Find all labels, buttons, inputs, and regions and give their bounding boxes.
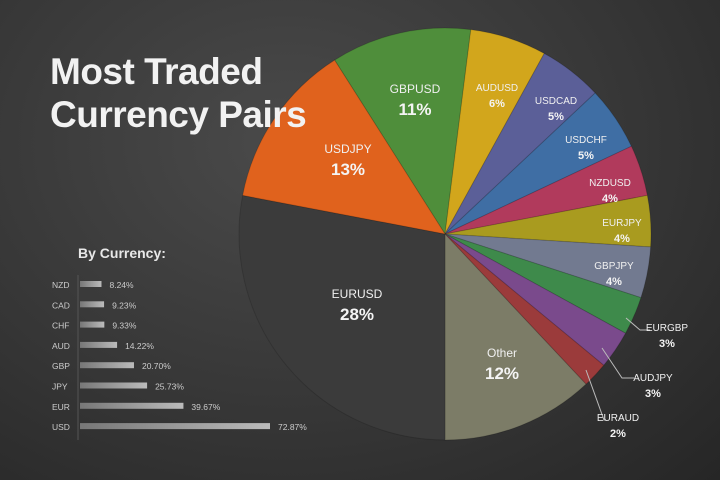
- slice-value: 13%: [331, 160, 365, 179]
- bar-value-label: 25.73%: [155, 382, 184, 392]
- bar-category-label: GBP: [52, 361, 70, 371]
- slice-label: Other: [487, 346, 517, 360]
- bar-category-label: CHF: [52, 321, 69, 331]
- leader-line: [625, 317, 650, 331]
- slice-label: EURGBP: [646, 323, 689, 334]
- bar-chf: [80, 321, 105, 328]
- pie-slice-usdchf: [444, 92, 633, 235]
- bar-value-label: 9.33%: [112, 321, 137, 331]
- slice-label: AUDJPY: [633, 373, 673, 384]
- slice-value: 4%: [606, 276, 622, 288]
- slice-value: 2%: [610, 428, 626, 440]
- bar-nzd: [80, 281, 102, 287]
- slice-value: 12%: [485, 364, 519, 383]
- pie-slice-usdjpy: [242, 59, 447, 235]
- bar-value-label: 9.23%: [112, 300, 137, 310]
- slice-label: USDJPY: [324, 142, 371, 156]
- bar-eur: [80, 402, 184, 409]
- slice-value: 4%: [614, 233, 630, 245]
- slice-label: AUDUSD: [476, 83, 518, 94]
- pie-slice-nzdusd: [444, 145, 648, 235]
- bar-jpy: [80, 382, 148, 389]
- slice-value: 5%: [548, 111, 564, 123]
- slice-label: NZDUSD: [589, 178, 631, 189]
- pie-slice-eurusd: [238, 194, 446, 441]
- slice-label: USDCAD: [535, 96, 577, 107]
- bar-cad: [80, 301, 105, 308]
- leader-line: [585, 369, 606, 421]
- bar-value-label: 72.87%: [278, 422, 307, 432]
- chart-title: Most Traded Currency Pairs: [50, 50, 307, 136]
- slice-value: 3%: [645, 388, 661, 400]
- bar-gbp: [80, 362, 134, 369]
- bar-category-label: JPY: [52, 382, 68, 392]
- pie-slice-audusd: [444, 29, 545, 235]
- slice-label: EURUSD: [332, 287, 383, 301]
- bar-category-label: USD: [52, 422, 70, 432]
- bar-category-label: CAD: [52, 300, 70, 310]
- slice-label: GBPJPY: [594, 261, 634, 272]
- title-line-1: Most Traded: [50, 51, 263, 92]
- pie-slice-audjpy: [444, 233, 627, 367]
- pie-slice-usdcad: [444, 52, 596, 235]
- pie-slice-other: [444, 232, 587, 441]
- bar-category-label: AUD: [52, 341, 70, 351]
- slice-value: 11%: [398, 100, 431, 119]
- slice-label: USDCHF: [565, 135, 607, 146]
- bar-usd: [80, 423, 270, 430]
- slice-value: 4%: [602, 193, 618, 205]
- bar-category-label: NZD: [52, 280, 69, 290]
- leader-line: [601, 347, 634, 379]
- pie-slice-gbpjpy: [444, 233, 652, 299]
- slice-label: EURJPY: [602, 218, 642, 229]
- pie-slice-gbpusd: [333, 27, 472, 236]
- slice-value: 6%: [489, 98, 505, 110]
- pie-slice-euraud: [444, 233, 605, 385]
- pie-slice-eurgbp: [444, 233, 642, 334]
- pie-slice-eurjpy: [444, 194, 652, 248]
- bar-value-label: 39.67%: [191, 402, 220, 412]
- title-line-2: Currency Pairs: [50, 94, 307, 135]
- slice-value: 3%: [659, 338, 675, 350]
- slice-label: GBPUSD: [390, 82, 441, 96]
- bar-value-label: 8.24%: [109, 280, 134, 290]
- slice-value: 28%: [340, 305, 374, 324]
- slice-value: 5%: [578, 150, 594, 162]
- bar-chart-title: By Currency:: [78, 245, 166, 261]
- bar-value-label: 20.70%: [142, 361, 171, 371]
- bar-category-label: EUR: [52, 402, 70, 412]
- slice-label: EURAUD: [597, 413, 639, 424]
- bar-value-label: 14.22%: [125, 341, 154, 351]
- bar-aud: [80, 341, 118, 348]
